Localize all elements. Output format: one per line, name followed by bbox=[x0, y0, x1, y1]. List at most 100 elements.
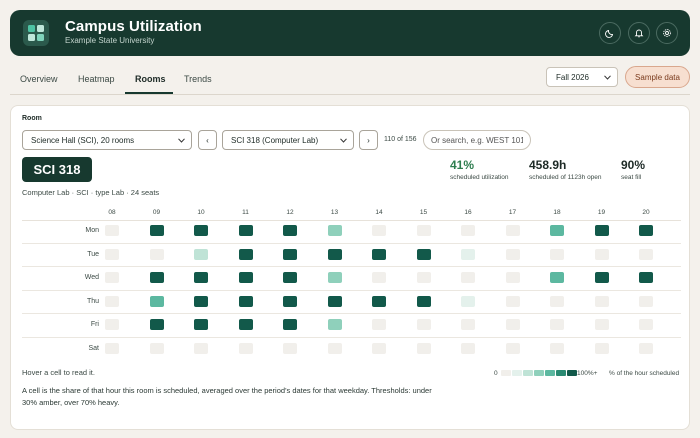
grid-header-divider bbox=[22, 220, 681, 221]
heatmap-cell[interactable] bbox=[372, 248, 386, 260]
heatmap-cell[interactable] bbox=[105, 225, 119, 236]
heatmap-cell[interactable] bbox=[594, 319, 609, 330]
heatmap-cell[interactable] bbox=[149, 248, 164, 260]
heatmap-cell[interactable] bbox=[105, 248, 119, 260]
heatmap-cell[interactable] bbox=[238, 225, 253, 236]
heatmap-cell[interactable] bbox=[639, 319, 653, 330]
chevron-down-icon bbox=[340, 138, 347, 143]
heatmap-cell[interactable] bbox=[505, 319, 520, 330]
heatmap-cell[interactable] bbox=[149, 225, 164, 236]
tab-overview[interactable]: Overview bbox=[20, 74, 58, 84]
heatmap-cell[interactable] bbox=[505, 342, 520, 354]
heatmap-cell[interactable] bbox=[283, 342, 297, 354]
heatmap-cell[interactable] bbox=[238, 342, 253, 354]
moon-icon bbox=[605, 29, 614, 38]
heatmap-cell[interactable] bbox=[194, 225, 208, 236]
heatmap-cell[interactable] bbox=[639, 342, 653, 354]
heatmap-cell[interactable] bbox=[105, 295, 119, 307]
heatmap-cell[interactable] bbox=[639, 272, 653, 283]
heatmap-cell[interactable] bbox=[550, 248, 564, 260]
heatmap-cell[interactable] bbox=[327, 272, 342, 283]
heatmap-cell[interactable] bbox=[194, 248, 208, 260]
notifications-button[interactable] bbox=[628, 22, 650, 44]
heatmap-cell[interactable] bbox=[416, 295, 431, 307]
building-select[interactable]: Science Hall (SCI), 20 rooms bbox=[22, 130, 192, 150]
heatmap-cell[interactable] bbox=[194, 319, 208, 330]
heatmap-cell[interactable] bbox=[372, 295, 386, 307]
heatmap-cell[interactable] bbox=[461, 225, 475, 236]
heatmap-cell[interactable] bbox=[416, 248, 431, 260]
heatmap-cell[interactable] bbox=[283, 248, 297, 260]
heatmap-cell[interactable] bbox=[327, 225, 342, 236]
heatmap-cell[interactable] bbox=[105, 342, 119, 354]
heatmap-cell[interactable] bbox=[283, 272, 297, 283]
heatmap-cell[interactable] bbox=[194, 295, 208, 307]
heatmap-cell[interactable] bbox=[461, 342, 475, 354]
stat-seat-fill-value: 90% bbox=[621, 158, 646, 172]
heatmap-cell[interactable] bbox=[505, 225, 520, 236]
settings-button[interactable] bbox=[656, 22, 678, 44]
heatmap-cell[interactable] bbox=[238, 272, 253, 283]
heatmap-cell[interactable] bbox=[238, 248, 253, 260]
heatmap-cell[interactable] bbox=[461, 319, 475, 330]
term-select[interactable]: Fall 2026 bbox=[546, 67, 618, 87]
heatmap-cell[interactable] bbox=[149, 319, 164, 330]
heatmap-cell[interactable] bbox=[461, 272, 475, 283]
heatmap-cell[interactable] bbox=[149, 272, 164, 283]
heatmap-cell[interactable] bbox=[149, 295, 164, 307]
heatmap-cell[interactable] bbox=[550, 295, 564, 307]
heatmap-cell[interactable] bbox=[238, 295, 253, 307]
heatmap-cell[interactable] bbox=[416, 342, 431, 354]
heatmap-cell[interactable] bbox=[372, 319, 386, 330]
heatmap-cell[interactable] bbox=[372, 342, 386, 354]
heatmap-cell[interactable] bbox=[105, 319, 119, 330]
next-room-button[interactable]: › bbox=[359, 130, 378, 150]
heatmap-cell[interactable] bbox=[327, 248, 342, 260]
heatmap-cell[interactable] bbox=[461, 295, 475, 307]
heatmap-cell[interactable] bbox=[594, 342, 609, 354]
heatmap-cell[interactable] bbox=[594, 295, 609, 307]
heatmap-cell[interactable] bbox=[149, 342, 164, 354]
room-search-input[interactable] bbox=[423, 130, 531, 150]
hour-label: 08 bbox=[108, 209, 116, 216]
heatmap-cell[interactable] bbox=[594, 272, 609, 283]
heatmap-cell[interactable] bbox=[283, 225, 297, 236]
tab-rooms[interactable]: Rooms bbox=[135, 74, 166, 84]
heatmap-cell[interactable] bbox=[594, 225, 609, 236]
heatmap-cell[interactable] bbox=[550, 225, 564, 236]
heatmap-cell[interactable] bbox=[372, 225, 386, 236]
heatmap-cell[interactable] bbox=[327, 342, 342, 354]
heatmap-cell[interactable] bbox=[550, 272, 564, 283]
prev-room-button[interactable]: ‹ bbox=[198, 130, 217, 150]
heatmap-cell[interactable] bbox=[327, 319, 342, 330]
heatmap-cell[interactable] bbox=[283, 319, 297, 330]
heatmap-cell[interactable] bbox=[505, 272, 520, 283]
heatmap-cell[interactable] bbox=[639, 225, 653, 236]
heatmap-cell[interactable] bbox=[238, 319, 253, 330]
heatmap-cell[interactable] bbox=[639, 248, 653, 260]
heatmap-cell[interactable] bbox=[194, 342, 208, 354]
heatmap-cell[interactable] bbox=[416, 225, 431, 236]
heatmap-cell[interactable] bbox=[550, 342, 564, 354]
heatmap-cell[interactable] bbox=[505, 248, 520, 260]
room-detail-card: Room Science Hall (SCI), 20 rooms ‹ SCI … bbox=[10, 105, 690, 430]
heatmap-cell[interactable] bbox=[105, 272, 119, 283]
heatmap-cell[interactable] bbox=[416, 272, 431, 283]
heatmap-cell[interactable] bbox=[505, 295, 520, 307]
hour-label: 20 bbox=[642, 209, 650, 216]
heatmap-cell[interactable] bbox=[194, 272, 208, 283]
heatmap-cell[interactable] bbox=[550, 319, 564, 330]
sample-data-button[interactable]: Sample data bbox=[625, 66, 690, 88]
tab-trends[interactable]: Trends bbox=[184, 74, 212, 84]
heatmap-cell[interactable] bbox=[639, 295, 653, 307]
heatmap-cell[interactable] bbox=[416, 319, 431, 330]
heatmap-cell[interactable] bbox=[327, 295, 342, 307]
dark-mode-button[interactable] bbox=[599, 22, 621, 44]
room-select[interactable]: SCI 318 (Computer Lab) bbox=[222, 130, 354, 150]
heatmap-cell[interactable] bbox=[372, 272, 386, 283]
room-description: Computer Lab · SCI · type Lab · 24 seats bbox=[22, 188, 160, 197]
heatmap-cell[interactable] bbox=[283, 295, 297, 307]
heatmap-cell[interactable] bbox=[594, 248, 609, 260]
tab-heatmap[interactable]: Heatmap bbox=[78, 74, 115, 84]
heatmap-cell[interactable] bbox=[461, 248, 475, 260]
